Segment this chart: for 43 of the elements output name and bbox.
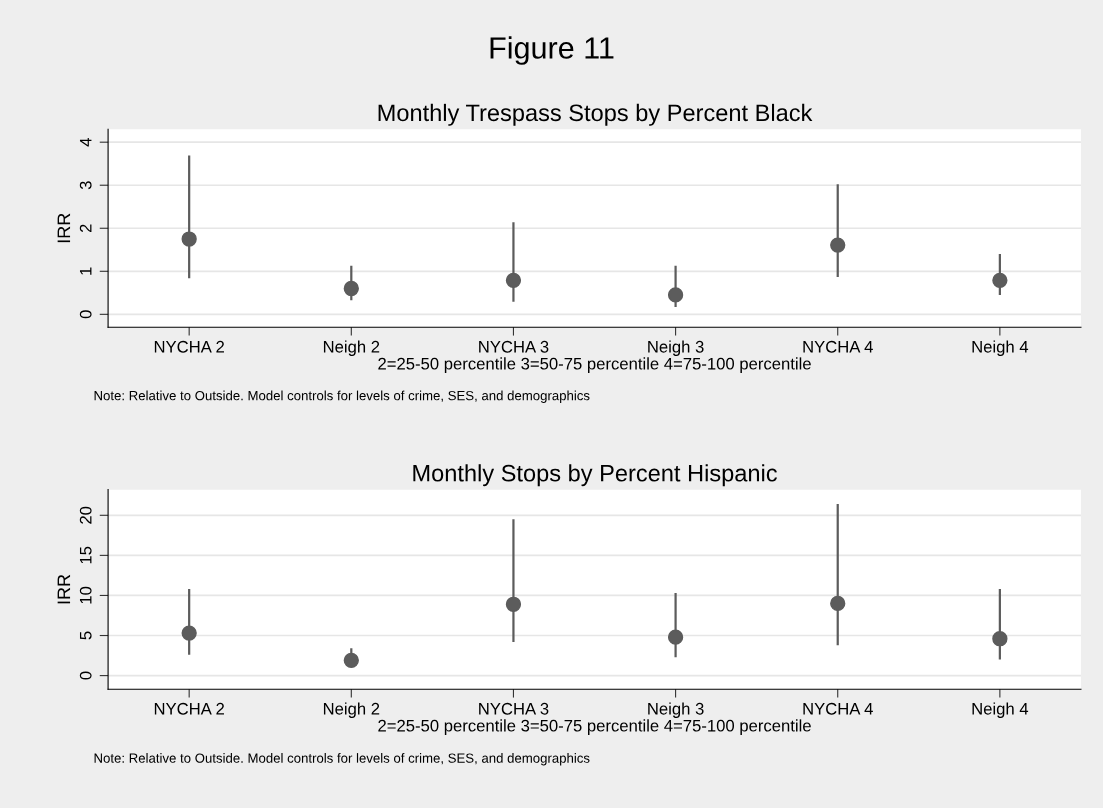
- y-tick-label: 20: [79, 506, 92, 524]
- x-tick-label: NYCHA 3: [479, 702, 549, 715]
- x-tick-label: NYCHA 3: [479, 340, 549, 353]
- x-tick-label: Neigh 3: [648, 340, 704, 356]
- y-axis-title: IRR: [57, 574, 71, 604]
- x-axis-title: 2=25-50 percentile 3=50-75 percentile 4=75-100 percentile: [378, 719, 811, 735]
- x-tick-label: Neigh 2: [323, 702, 380, 718]
- y-tick-label: 0: [79, 310, 92, 319]
- y-tick-label: 3: [79, 181, 92, 190]
- point: [830, 595, 846, 612]
- caption: Figure 11: [490, 36, 614, 65]
- y-tick-label: 4: [79, 138, 92, 147]
- y-tick-label: 1: [79, 267, 92, 275]
- x-tick-label: NYCHA 2: [154, 340, 224, 353]
- x-tick-label: NYCHA 4: [803, 340, 873, 353]
- point: [181, 625, 197, 641]
- x-tick-label: Neigh 4: [972, 702, 1029, 718]
- y-tick-label: 10: [79, 586, 92, 604]
- y-axis-title: IRR: [57, 213, 71, 243]
- point: [992, 272, 1008, 288]
- point: [505, 272, 522, 288]
- y-tick-label: 2: [79, 224, 92, 233]
- point: [992, 631, 1008, 647]
- point: [667, 629, 684, 645]
- x-axis-title: 2=25-50 percentile 3=50-75 percentile 4=75-100 percentile: [378, 357, 811, 373]
- point: [830, 237, 846, 253]
- x-tick-label: NYCHA 4: [803, 702, 873, 715]
- y-tick-label: 5: [79, 631, 92, 640]
- x-tick-label: Neigh 4: [972, 340, 1029, 356]
- point: [667, 287, 684, 303]
- point: [505, 596, 522, 612]
- text: Note: Relative to Outside. Model controls for levels of crime, SES, and demographics: [94, 753, 590, 766]
- y-tick-label: 15: [79, 546, 92, 564]
- x-tick-label: NYCHA 2: [154, 702, 224, 715]
- point: [343, 652, 359, 669]
- x-tick-label: Neigh 2: [323, 340, 380, 356]
- text: Note: Relative to Outside. Model controls for levels of crime, SES, and demographics: [94, 390, 590, 403]
- y-tick-label: 0: [79, 671, 92, 680]
- x-tick-label: Neigh 3: [648, 702, 704, 718]
- chart-title: Monthly Trespass Stops by Percent Black: [378, 103, 813, 126]
- point: [181, 231, 197, 247]
- point: [343, 280, 359, 297]
- chart-title: Monthly Stops by Percent Hispanic: [413, 464, 777, 487]
